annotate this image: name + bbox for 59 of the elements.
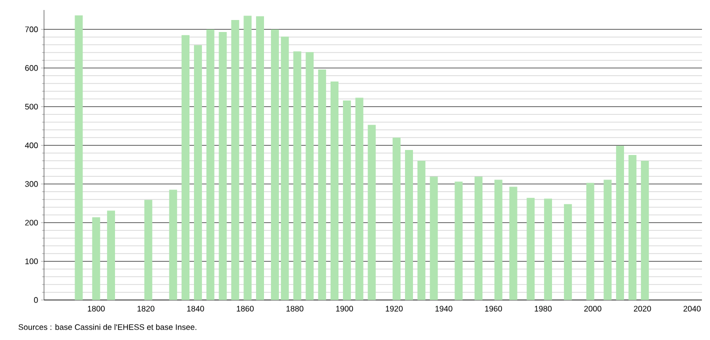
y-tick-label: 0 (34, 297, 38, 303)
bar (640, 160, 649, 300)
bar (218, 32, 227, 300)
bar (454, 182, 463, 300)
bar (342, 100, 351, 300)
bar (544, 198, 552, 300)
x-tick-label: 2040 (684, 306, 701, 312)
source-note: Sources : base Cassini de l'EHESS et base Insee. (18, 324, 196, 330)
bar (417, 160, 426, 300)
bar (494, 180, 502, 300)
x-tick-label: 1960 (485, 306, 502, 312)
bar (604, 180, 612, 300)
bar (405, 150, 413, 300)
x-tick-label: 1940 (435, 306, 452, 312)
bar (628, 154, 636, 300)
y-tick-label: 400 (24, 142, 38, 148)
bar (586, 182, 594, 300)
bar (564, 204, 572, 300)
y-tick-label: 200 (25, 220, 38, 226)
x-tick-label: 1800 (88, 306, 105, 312)
bar (169, 190, 178, 300)
x-tick-label: 1980 (534, 306, 552, 312)
bar (244, 16, 252, 300)
x-tick-label: 2000 (584, 306, 602, 312)
bar (293, 51, 302, 300)
bar (368, 124, 376, 300)
x-tick-label: 1860 (236, 306, 254, 312)
bar (144, 200, 152, 300)
bar (318, 70, 326, 300)
x-tick-label: 1920 (386, 306, 403, 312)
x-tick-label: 1900 (336, 306, 354, 312)
bar (509, 186, 518, 300)
x-tick-label: 1820 (138, 306, 154, 312)
bar (194, 45, 202, 300)
bar (231, 20, 240, 300)
bar (306, 52, 314, 300)
bar (280, 36, 289, 300)
bar (182, 35, 190, 300)
bar (526, 198, 535, 300)
bar (74, 15, 83, 300)
bar (206, 29, 214, 300)
y-tick-label: 300 (25, 181, 38, 187)
bar (616, 146, 624, 300)
x-tick-label: 2020 (634, 306, 651, 312)
y-tick-label: 100 (25, 258, 38, 264)
bar (270, 29, 279, 300)
bar (256, 16, 264, 300)
bar (392, 138, 401, 300)
y-tick-label: 700 (25, 26, 38, 32)
y-tick-label: 500 (25, 104, 38, 110)
bar (430, 176, 438, 300)
bar (330, 82, 338, 300)
bar (107, 210, 116, 300)
bar (355, 98, 364, 300)
bar (474, 176, 482, 300)
x-tick-label: 1880 (286, 306, 304, 312)
y-tick-label: 600 (25, 65, 38, 71)
bar (92, 217, 100, 300)
x-tick-label: 1840 (187, 306, 204, 312)
